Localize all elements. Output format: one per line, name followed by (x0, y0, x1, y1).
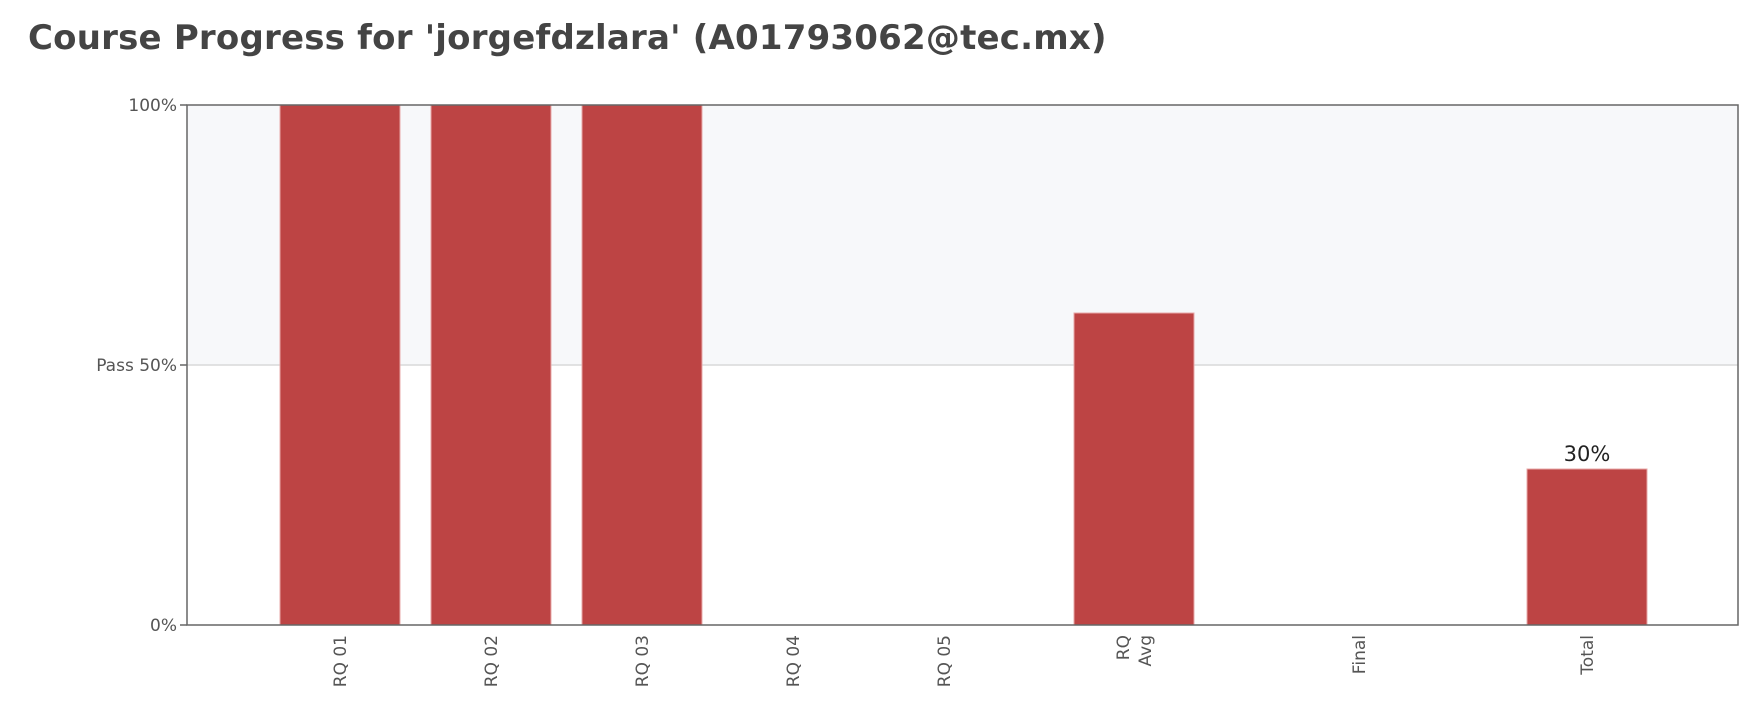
y-tick-label: 100% (128, 96, 177, 116)
bar (1073, 312, 1195, 626)
bar (1526, 468, 1648, 626)
y-axis-ticks: 0% Pass 50% 100% (96, 96, 187, 636)
x-tick-label: Total (1578, 635, 1598, 676)
x-tick-label: Final (1350, 635, 1370, 674)
x-tick-label: RQ 02 (482, 635, 502, 687)
bar (581, 104, 703, 626)
pass-band (187, 105, 1738, 365)
y-tick-label: Pass 50% (96, 356, 177, 376)
plot-background (187, 105, 1738, 625)
bar (279, 104, 401, 626)
x-tick-label: RQ (1114, 635, 1134, 660)
page-title: Course Progress for 'jorgefdzlara' (A017… (28, 18, 1107, 58)
x-tick-label: RQ 01 (331, 635, 351, 687)
x-tick-label: RQ 04 (784, 635, 804, 687)
x-axis-ticks: RQ 01 RQ 02 RQ 03 RQ 04 RQ 05 RQ Avg Final Total (331, 635, 1598, 687)
y-tick-label: 0% (150, 616, 177, 636)
data-labels: 30% (1564, 442, 1611, 466)
x-tick-label: RQ 03 (633, 635, 653, 687)
bars (279, 104, 1648, 626)
x-tick-label: RQ 05 (935, 635, 955, 687)
x-tick-label: Avg (1136, 635, 1156, 667)
bar-value-label: 30% (1564, 442, 1611, 466)
bar (430, 104, 552, 626)
